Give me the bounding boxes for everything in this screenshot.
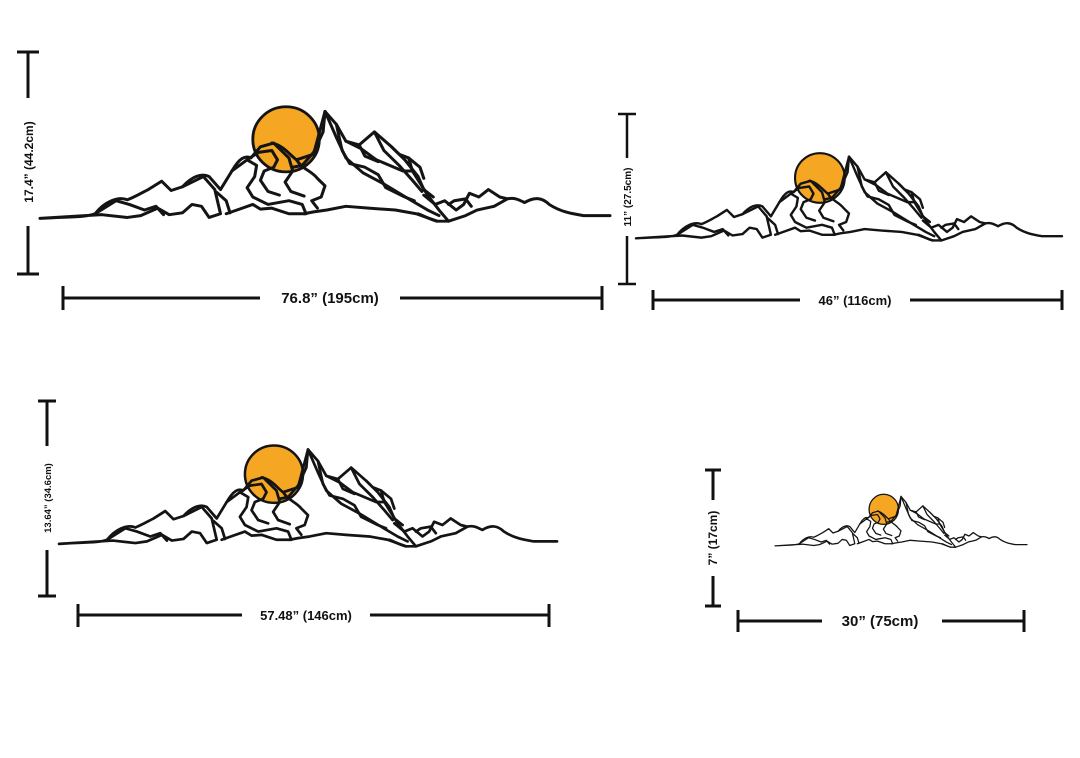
width-label-s: 30” (75cm) bbox=[842, 613, 919, 630]
height-label-m: 11” (27.5cm) bbox=[623, 168, 634, 227]
mountain-line-art-xl bbox=[38, 105, 612, 223]
width-dimension-s: 30” (75cm) bbox=[736, 609, 1026, 633]
height-dimension-l: 13.64” (34.6cm) bbox=[38, 399, 56, 598]
width-dimension-m: 46” (116cm) bbox=[651, 289, 1064, 311]
height-label-s: 7” (17cm) bbox=[706, 511, 720, 566]
size-group-xl: 17.4” (44.2cm) 76.8” (195cm) bbox=[17, 50, 612, 310]
mountain-line-art-l bbox=[57, 444, 559, 548]
width-dimension-xl: 76.8” (195cm) bbox=[61, 286, 604, 310]
mountain-sun-artwork-l bbox=[57, 444, 559, 548]
mountain-sun-artwork-s bbox=[774, 493, 1028, 548]
width-label-xl: 76.8” (195cm) bbox=[281, 290, 379, 307]
mountain-line-art-m bbox=[634, 152, 1064, 242]
height-label-xl: 17.4” (44.2cm) bbox=[22, 121, 36, 202]
width-label-l: 57.48” (146cm) bbox=[260, 608, 352, 623]
height-dimension-s: 7” (17cm) bbox=[703, 468, 723, 608]
size-group-s: 7” (17cm) 30” (75cm) bbox=[703, 468, 1028, 633]
mountain-line-art-s bbox=[774, 493, 1028, 548]
height-dimension-xl: 17.4” (44.2cm) bbox=[17, 50, 39, 276]
height-label-l: 13.64” (34.6cm) bbox=[43, 463, 54, 533]
mountain-sun-artwork-m bbox=[634, 152, 1064, 242]
width-label-m: 46” (116cm) bbox=[819, 293, 892, 308]
width-dimension-l: 57.48” (146cm) bbox=[76, 604, 551, 627]
size-group-m: 11” (27.5cm) 46” (116cm) bbox=[618, 112, 1064, 311]
size-group-l: 13.64” (34.6cm) 57.48” (146cm) bbox=[38, 399, 559, 627]
height-dimension-m: 11” (27.5cm) bbox=[618, 112, 636, 286]
mountain-sun-artwork-xl bbox=[38, 105, 612, 223]
